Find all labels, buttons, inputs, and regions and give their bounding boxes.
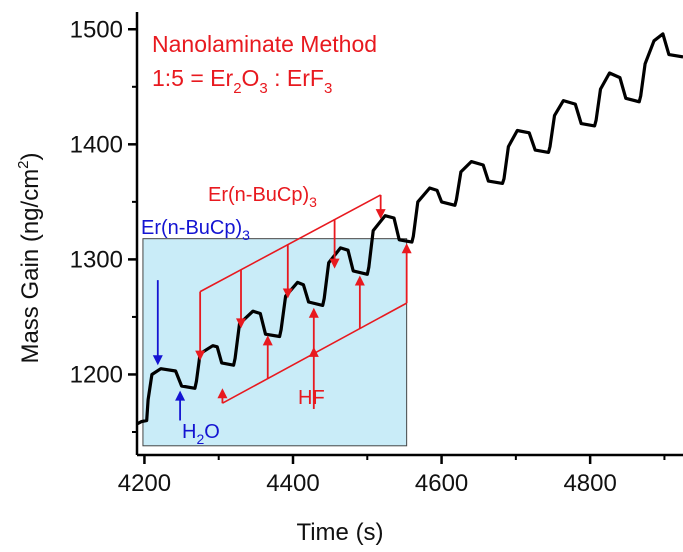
- x-tick-label: 4600: [415, 470, 468, 497]
- hf-up-arrow: [262, 335, 273, 380]
- method-title: Nanolaminate Method: [152, 31, 377, 57]
- upper-guide-line: [199, 194, 382, 293]
- precursor-down-arrow: [236, 269, 246, 329]
- precursor-down-arrow: [329, 219, 340, 269]
- hf-up-arrow: [354, 275, 365, 329]
- x-tick-label: 4400: [266, 470, 319, 497]
- tick-labels: 4200 4400 4600 4800 1200 1300 1400 1500: [70, 16, 617, 497]
- precursor-down-arrow: [375, 194, 386, 220]
- mass-gain-series-line: [136, 32, 683, 426]
- y-tick-label: 1200: [70, 361, 123, 388]
- y-axis-title: Mass Gain (ng/cm2): [15, 152, 44, 363]
- water-label: H2O: [182, 421, 220, 447]
- precursor-down-arrow: [282, 244, 293, 299]
- hf-up-arrow: [401, 243, 412, 304]
- precursor-blue-arrow: [152, 280, 163, 366]
- ratio-label: 1:5 = Er2O3 : ErF3: [152, 65, 332, 97]
- axis-ticks: [128, 28, 666, 464]
- precursor-label-red: Er(n-BuCp)3: [208, 184, 317, 210]
- precursor-label-blue: Er(n-BuCp)3: [141, 217, 250, 243]
- x-tick-label: 4800: [563, 470, 616, 497]
- hf-label: HF: [298, 387, 325, 409]
- y-tick-label: 1400: [70, 131, 123, 158]
- y-tick-label: 1500: [70, 16, 123, 43]
- hf-pointer-arrow: [308, 346, 319, 409]
- precursor-down-arrow: [195, 291, 206, 361]
- y-tick-label: 1300: [70, 246, 123, 273]
- water-arrow: [175, 390, 186, 421]
- pulse-arrows: [152, 194, 412, 421]
- x-axis-title: Time (s): [296, 519, 383, 546]
- hf-up-arrow: [217, 388, 228, 404]
- x-tick-label: 4200: [118, 470, 171, 497]
